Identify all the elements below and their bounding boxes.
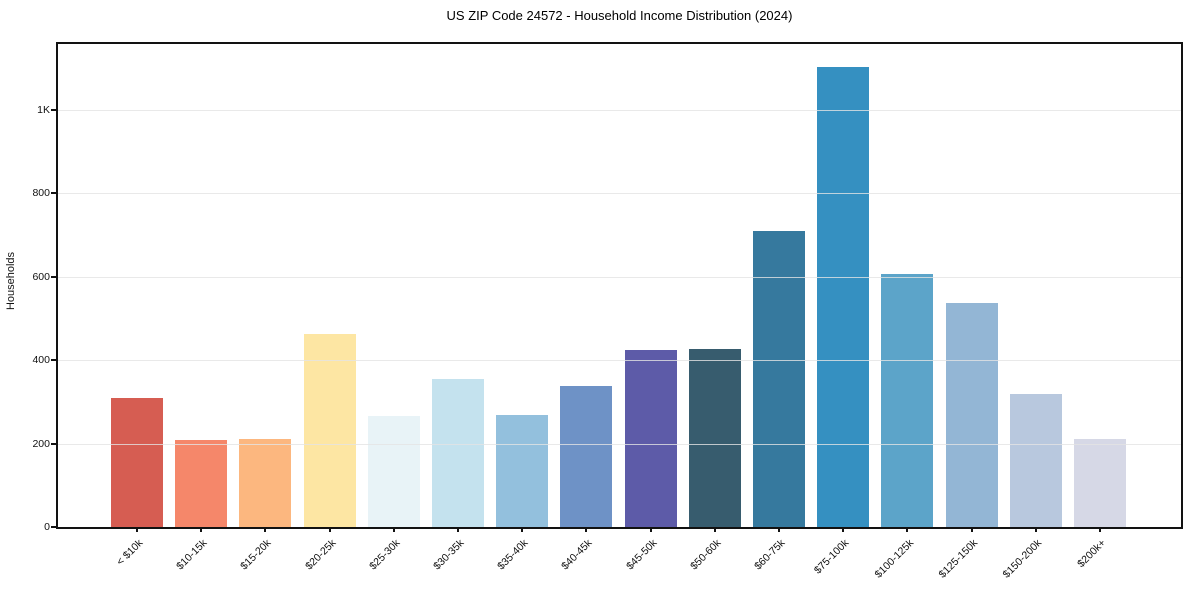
bar-$100-125k	[881, 274, 934, 527]
bar-$25-30k	[367, 416, 420, 527]
x-tick-label: $10-15k	[174, 537, 210, 573]
x-tick-mark	[264, 527, 267, 532]
y-axis-label: Households	[5, 251, 17, 311]
right-spine	[1181, 42, 1183, 529]
y-tick-mark	[51, 275, 56, 278]
x-tick-label: < $10k	[114, 537, 146, 568]
top-spine	[58, 42, 1181, 44]
x-tick-label: $30-35k	[431, 537, 467, 573]
x-tick-mark	[585, 527, 588, 532]
x-tick-label: $60-75k	[752, 537, 788, 573]
y-tick-mark	[51, 442, 56, 445]
bar-$200k+	[1074, 438, 1126, 527]
bar-$60-75k	[753, 230, 805, 527]
x-tick-label: $200k+	[1075, 537, 1109, 571]
y-tick-mark	[51, 359, 56, 362]
x-tick-label: $100-125k	[872, 537, 916, 581]
x-tick-mark	[521, 527, 524, 532]
plot-area: 0 200 400 600 800 1K < $10k $10-15k $15-20k $20-2…	[32, 42, 1183, 581]
x-tick-label: $20-25k	[302, 537, 339, 573]
bar-< $10k	[111, 397, 163, 527]
bar-$75-100k	[817, 67, 870, 527]
y-tick-label: 600	[32, 270, 50, 283]
bar-$15-20k	[239, 438, 292, 527]
gridline-200	[58, 443, 1181, 445]
bar-$10-15k	[175, 439, 228, 527]
x-tick-label: $75-100k	[812, 537, 852, 577]
gridline-800	[58, 193, 1181, 195]
chart-title: US ZIP Code 24572 - Household Income Dis…	[446, 8, 793, 23]
bar-$40-45k	[560, 386, 613, 527]
x-tick-mark	[970, 527, 973, 532]
x-tick-mark	[649, 527, 652, 532]
x-tick-mark	[328, 527, 331, 532]
x-tick-mark	[200, 527, 203, 532]
y-tick-label: 1K	[37, 103, 50, 116]
x-tick-mark	[457, 527, 459, 532]
bar-$125-150k	[945, 303, 998, 527]
bar-$35-40k	[496, 415, 549, 527]
bar-$50-60k	[688, 348, 741, 527]
y-tick-mark	[51, 526, 56, 528]
x-tick-mark	[136, 527, 138, 532]
gridline-1000	[58, 109, 1181, 111]
gridline-600	[58, 276, 1181, 278]
x-tick-label: $35-40k	[495, 537, 531, 573]
left-spine	[56, 42, 58, 529]
x-tick-mark	[713, 527, 716, 532]
x-tick-label: $15-20k	[238, 537, 274, 573]
x-tick-mark	[842, 527, 845, 532]
bottom-spine	[58, 527, 1181, 529]
x-tick-label: $150-200k	[1000, 537, 1045, 581]
x-tick-label: $50-60k	[687, 537, 724, 573]
gridline-400	[58, 360, 1181, 362]
bar-$30-35k	[432, 378, 484, 527]
x-tick-mark	[906, 527, 909, 532]
x-tick-label: $125-150k	[936, 537, 981, 581]
y-tick-mark	[51, 192, 56, 195]
bar-$20-25k	[303, 334, 356, 527]
y-tick-label: 200	[32, 437, 50, 450]
x-tick-label: $45-50k	[623, 537, 660, 573]
y-tick-label: 800	[32, 187, 50, 200]
y-tick-mark	[51, 108, 56, 111]
x-tick-mark	[1099, 527, 1101, 532]
x-tick-mark	[1034, 527, 1037, 532]
y-tick-label: 400	[32, 354, 50, 367]
x-tick-mark	[392, 527, 395, 532]
y-tick-label: 0	[44, 521, 50, 533]
bar-$45-50k	[624, 349, 677, 527]
x-tick-label: $25-30k	[366, 537, 403, 573]
bar-$150-200k	[1009, 393, 1062, 527]
x-tick-label: $40-45k	[559, 537, 595, 573]
x-tick-mark	[778, 527, 780, 532]
